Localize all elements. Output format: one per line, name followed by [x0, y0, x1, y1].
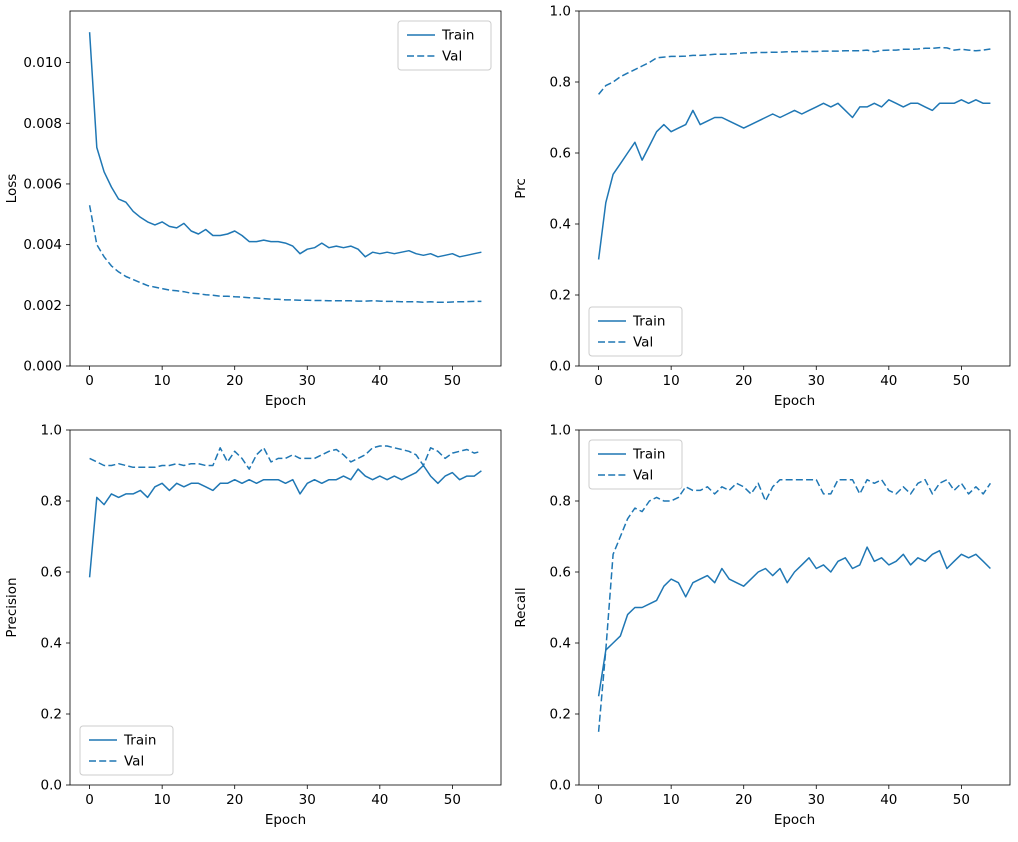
svg-text:40: 40 — [880, 792, 897, 808]
y-axis-label: Loss — [4, 174, 20, 204]
svg-text:Train: Train — [632, 314, 665, 330]
svg-text:50: 50 — [444, 373, 461, 389]
svg-text:50: 50 — [953, 373, 970, 389]
svg-text:20: 20 — [735, 792, 752, 808]
series-val — [598, 46, 991, 95]
svg-text:Train: Train — [632, 447, 665, 463]
subplot-loss: 0 10 20 30 40 50 0.000 0.002 0.004 0.006 0.008 0.01… — [0, 0, 509, 419]
y-axis-label: Prc — [513, 178, 529, 199]
subplot-precision: 0 10 20 30 40 50 0.0 0.2 0.4 0.6 0.8 1.0 Epoch Precis… — [0, 419, 509, 838]
legend: Train Val — [588, 439, 683, 490]
svg-text:40: 40 — [371, 792, 388, 808]
svg-text:50: 50 — [953, 792, 970, 808]
svg-text:Val: Val — [633, 335, 653, 351]
axes-frame — [69, 429, 502, 786]
svg-text:0.008: 0.008 — [23, 116, 62, 132]
svg-text:Val: Val — [442, 49, 462, 65]
axes-frame — [578, 10, 1011, 367]
svg-text:20: 20 — [226, 792, 243, 808]
svg-text:0.8: 0.8 — [550, 494, 571, 510]
series-val — [88, 205, 482, 304]
svg-text:1.0: 1.0 — [41, 423, 62, 439]
svg-text:0.6: 0.6 — [550, 146, 571, 162]
svg-text:0.2: 0.2 — [550, 288, 571, 304]
series-train — [88, 464, 482, 578]
svg-text:0.0: 0.0 — [550, 359, 571, 375]
y-axis-label: Recall — [513, 587, 529, 627]
series-train — [597, 546, 991, 697]
prc-chart: 0 10 20 30 40 50 0.0 0.2 0.4 0.6 0.8 1.0 Epoch Prc Tra… — [513, 4, 1011, 409]
svg-text:0.4: 0.4 — [550, 636, 571, 652]
svg-text:20: 20 — [226, 373, 243, 389]
svg-text:Val: Val — [633, 468, 653, 484]
svg-text:50: 50 — [444, 792, 461, 808]
axes-frame — [69, 10, 502, 367]
svg-text:0: 0 — [594, 373, 603, 389]
recall-chart: 0 10 20 30 40 50 0.0 0.2 0.4 0.6 0.8 1.0 Epoch Recall… — [513, 423, 1011, 828]
svg-text:20: 20 — [735, 373, 752, 389]
series-val — [89, 445, 482, 470]
svg-text:0.002: 0.002 — [23, 298, 62, 314]
svg-text:0.010: 0.010 — [23, 55, 62, 71]
x-axis-label: Epoch — [774, 812, 815, 828]
series-val — [597, 478, 992, 732]
svg-text:30: 30 — [299, 792, 316, 808]
svg-text:40: 40 — [880, 373, 897, 389]
svg-text:0.2: 0.2 — [41, 707, 62, 723]
svg-text:0.4: 0.4 — [550, 217, 571, 233]
svg-text:1.0: 1.0 — [550, 4, 571, 20]
legend: Train Val — [588, 306, 683, 357]
svg-text:0.4: 0.4 — [41, 636, 62, 652]
svg-text:0.0: 0.0 — [550, 778, 571, 794]
svg-text:30: 30 — [299, 373, 316, 389]
x-axis-label: Epoch — [265, 393, 306, 409]
svg-text:10: 10 — [154, 792, 171, 808]
x-axis-label: Epoch — [265, 812, 306, 828]
svg-text:0.000: 0.000 — [23, 359, 62, 375]
subplot-recall: 0 10 20 30 40 50 0.0 0.2 0.4 0.6 0.8 1.0 Epoch Recall… — [509, 419, 1018, 838]
svg-text:30: 30 — [808, 792, 825, 808]
svg-text:0.004: 0.004 — [23, 237, 62, 253]
svg-text:0: 0 — [85, 792, 94, 808]
svg-text:0.6: 0.6 — [550, 565, 571, 581]
svg-text:0.8: 0.8 — [550, 75, 571, 91]
svg-text:0.8: 0.8 — [41, 494, 62, 510]
loss-chart: 0 10 20 30 40 50 0.000 0.002 0.004 0.006 0.008 0.01… — [4, 10, 502, 409]
svg-text:Train: Train — [441, 28, 474, 44]
svg-text:10: 10 — [663, 792, 680, 808]
svg-text:Val: Val — [124, 754, 144, 770]
legend: Train Val — [79, 725, 174, 776]
svg-text:0.2: 0.2 — [550, 707, 571, 723]
svg-text:Train: Train — [123, 733, 156, 749]
precision-chart: 0 10 20 30 40 50 0.0 0.2 0.4 0.6 0.8 1.0 Epoch Precis… — [4, 423, 502, 828]
svg-text:10: 10 — [663, 373, 680, 389]
x-axis-label: Epoch — [774, 393, 815, 409]
svg-text:0.6: 0.6 — [41, 565, 62, 581]
svg-text:0: 0 — [85, 373, 94, 389]
svg-text:1.0: 1.0 — [550, 423, 571, 439]
svg-text:30: 30 — [808, 373, 825, 389]
subplot-prc: 0 10 20 30 40 50 0.0 0.2 0.4 0.6 0.8 1.0 Epoch Prc Tra… — [509, 0, 1018, 419]
svg-text:10: 10 — [154, 373, 171, 389]
y-axis-label: Precision — [4, 577, 20, 637]
svg-text:40: 40 — [371, 373, 388, 389]
axes-frame — [578, 429, 1011, 786]
svg-text:0: 0 — [594, 792, 603, 808]
svg-text:0.006: 0.006 — [23, 176, 62, 192]
svg-text:0.0: 0.0 — [41, 778, 62, 794]
legend: Train Val — [397, 20, 492, 71]
series-train — [88, 32, 482, 258]
series-train — [597, 99, 991, 260]
